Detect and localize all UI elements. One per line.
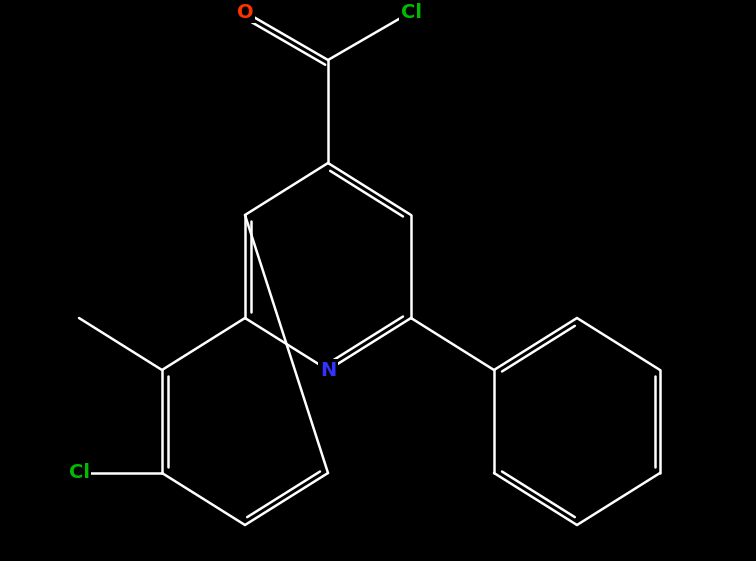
Text: O: O [237,2,253,21]
Text: Cl: Cl [69,463,89,482]
Text: N: N [320,361,336,379]
Text: Cl: Cl [401,2,422,21]
